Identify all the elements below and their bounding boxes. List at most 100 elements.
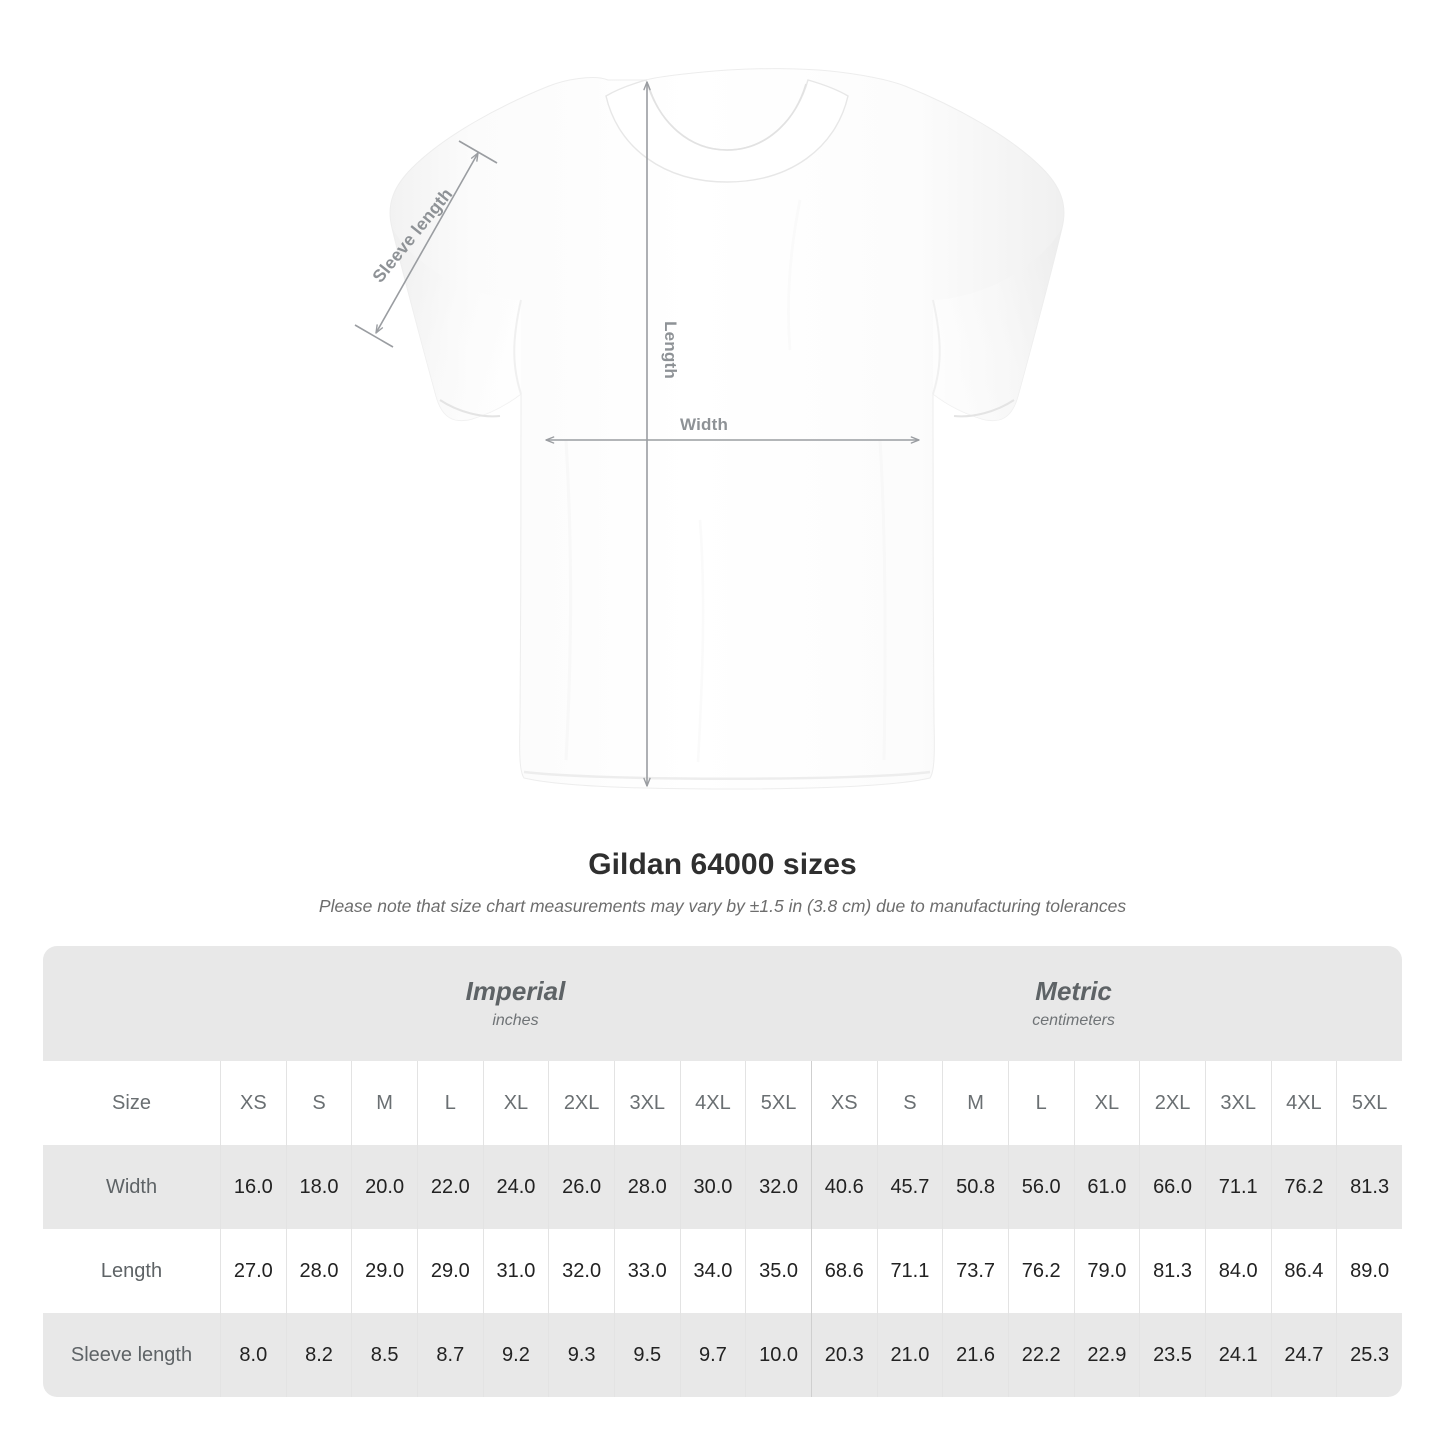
fabric-folds [564, 199, 887, 763]
cell-value: 89.0 [1336, 1229, 1402, 1313]
imperial-unit: inches [492, 1012, 539, 1030]
size-col-header: XS [810, 1061, 877, 1145]
cell-value: 45.7 [876, 1145, 943, 1229]
table-row: Sleeve length 8.0 8.2 8.5 8.7 9.2 9.3 9.… [43, 1313, 1402, 1397]
size-chart-table: Imperial inches Metric centimeters Size … [43, 946, 1402, 1397]
tolerance-note: Please note that size chart measurements… [318, 896, 1127, 916]
cell-value: 22.2 [1007, 1313, 1074, 1397]
imperial-name: Imperial [465, 975, 566, 1006]
cell-value: 21.0 [876, 1313, 943, 1397]
metric-name: Metric [1035, 975, 1112, 1006]
cell-value: 86.4 [1270, 1229, 1337, 1313]
cell-value: 22.9 [1073, 1313, 1140, 1397]
cell-value: 32.0 [548, 1229, 614, 1313]
cell-value: 31.0 [482, 1229, 549, 1313]
cell-value: 50.8 [942, 1145, 1008, 1229]
cell-value: 71.1 [876, 1229, 943, 1313]
size-col-header: 2XL [548, 1061, 614, 1145]
cell-value: 76.2 [1007, 1229, 1074, 1313]
sleeve-dimension-line [354, 140, 498, 348]
width-label: Width [680, 415, 729, 434]
size-col-header: XS [220, 1061, 286, 1145]
cell-value: 81.3 [1139, 1229, 1205, 1313]
row-header-length: Length [43, 1229, 220, 1313]
unit-blank-cell [43, 946, 220, 1061]
size-col-header: S [285, 1061, 352, 1145]
cell-value: 8.5 [351, 1313, 417, 1397]
table-row: Length 27.0 28.0 29.0 29.0 31.0 32.0 33.… [43, 1229, 1402, 1313]
size-col-header: 2XL [1139, 1061, 1205, 1145]
cell-value: 8.2 [285, 1313, 352, 1397]
size-col-header: XL [1073, 1061, 1140, 1145]
cell-value: 9.2 [482, 1313, 549, 1397]
tshirt-diagram: Sleeve length Length Width [354, 68, 1065, 790]
unit-group-metric: Metric centimeters [810, 946, 1337, 1061]
cell-value: 16.0 [220, 1145, 286, 1229]
table-row: Width 16.0 18.0 20.0 22.0 24.0 26.0 28.0… [43, 1145, 1402, 1229]
cell-value: 40.6 [810, 1145, 877, 1229]
cell-value: 68.6 [810, 1229, 877, 1313]
size-col-header: XL [482, 1061, 549, 1145]
unit-blank-cell-right [1336, 946, 1402, 1061]
length-label: Length [660, 321, 680, 379]
cell-value: 76.2 [1270, 1145, 1337, 1229]
size-header-row: Size XS S M L XL 2XL 3XL 4XL 5XL XS S M … [43, 1061, 1402, 1145]
cell-value: 32.0 [745, 1145, 811, 1229]
cell-value: 20.0 [351, 1145, 417, 1229]
cell-value: 73.7 [942, 1229, 1008, 1313]
size-col-header: M [942, 1061, 1008, 1145]
cell-value: 33.0 [613, 1229, 680, 1313]
size-chart-table-wrapper: Imperial inches Metric centimeters Size … [43, 946, 1402, 1397]
cell-value: 21.6 [942, 1313, 1008, 1397]
cell-value: 27.0 [220, 1229, 286, 1313]
cell-value: 29.0 [416, 1229, 483, 1313]
size-col-header: 3XL [1204, 1061, 1271, 1145]
cell-value: 28.0 [285, 1229, 352, 1313]
cell-value: 30.0 [679, 1145, 746, 1229]
page-title: Gildan 64000 sizes [588, 848, 857, 881]
cell-value: 79.0 [1073, 1229, 1140, 1313]
size-col-header: 5XL [745, 1061, 811, 1145]
cell-value: 26.0 [548, 1145, 614, 1229]
cell-value: 56.0 [1007, 1145, 1074, 1229]
row-header-sleeve-length: Sleeve length [43, 1313, 220, 1397]
tshirt-illustration [354, 68, 1065, 790]
cell-value: 25.3 [1336, 1313, 1402, 1397]
metric-unit: centimeters [1032, 1012, 1115, 1030]
size-col-header: 4XL [1270, 1061, 1337, 1145]
cell-value: 28.0 [613, 1145, 680, 1229]
size-col-header: 3XL [613, 1061, 680, 1145]
size-col-header: M [351, 1061, 417, 1145]
size-col-header: 5XL [1336, 1061, 1402, 1145]
size-col-header: L [1007, 1061, 1074, 1145]
cell-value: 9.3 [548, 1313, 614, 1397]
size-col-header: 4XL [679, 1061, 746, 1145]
size-col-header: L [416, 1061, 483, 1145]
cell-value: 84.0 [1204, 1229, 1271, 1313]
size-col-header: S [876, 1061, 943, 1145]
cell-value: 34.0 [679, 1229, 746, 1313]
unit-header-row: Imperial inches Metric centimeters [43, 946, 1402, 1061]
cell-value: 71.1 [1204, 1145, 1271, 1229]
cell-value: 81.3 [1336, 1145, 1402, 1229]
cell-value: 9.7 [679, 1313, 746, 1397]
cell-value: 35.0 [745, 1229, 811, 1313]
shirt-collar [605, 79, 849, 183]
row-header-width: Width [43, 1145, 220, 1229]
row-header-size: Size [43, 1061, 220, 1145]
cell-value: 24.0 [482, 1145, 549, 1229]
cell-value: 29.0 [351, 1229, 417, 1313]
cell-value: 61.0 [1073, 1145, 1140, 1229]
cell-value: 24.7 [1270, 1313, 1337, 1397]
cell-value: 8.0 [220, 1313, 286, 1397]
cell-value: 10.0 [745, 1313, 811, 1397]
unit-group-imperial: Imperial inches [220, 946, 811, 1061]
cell-value: 66.0 [1139, 1145, 1205, 1229]
cell-value: 24.1 [1204, 1313, 1271, 1397]
cell-value: 8.7 [416, 1313, 483, 1397]
cell-value: 22.0 [416, 1145, 483, 1229]
cell-value: 18.0 [285, 1145, 352, 1229]
cell-value: 20.3 [810, 1313, 877, 1397]
cell-value: 23.5 [1139, 1313, 1205, 1397]
cell-value: 9.5 [613, 1313, 680, 1397]
